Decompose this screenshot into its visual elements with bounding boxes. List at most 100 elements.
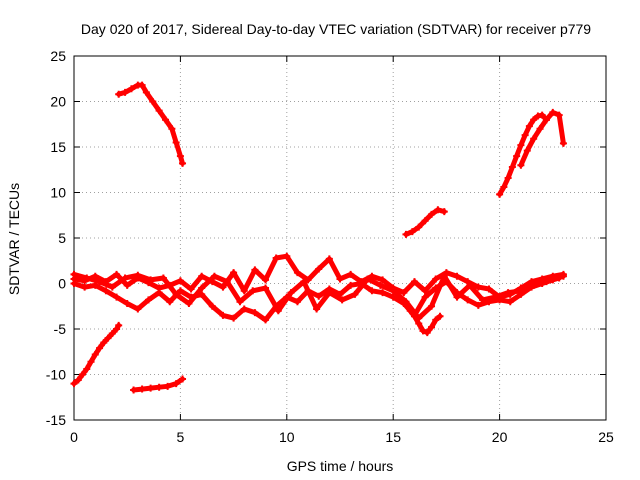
data-point xyxy=(379,276,387,284)
data-point xyxy=(155,107,163,115)
data-point xyxy=(474,301,482,309)
data-point xyxy=(115,90,123,98)
chart-title: Day 020 of 2017, Sidereal Day-to-day VTE… xyxy=(81,21,591,37)
data-point xyxy=(168,125,176,133)
data-point xyxy=(96,344,104,352)
data-point xyxy=(474,283,482,291)
data-point xyxy=(379,289,387,297)
data-point xyxy=(179,159,187,167)
data-point xyxy=(123,300,131,308)
data-point xyxy=(538,111,546,119)
grid-lines xyxy=(74,56,606,420)
y-tick-label: -10 xyxy=(46,367,66,383)
data-point xyxy=(491,293,499,301)
series-band-c xyxy=(70,270,563,322)
data-point xyxy=(325,255,333,263)
data-point xyxy=(313,305,321,313)
data-point xyxy=(300,278,308,286)
data-point xyxy=(559,272,567,280)
data-point xyxy=(506,298,514,306)
data-point xyxy=(113,325,121,333)
data-point xyxy=(262,284,270,292)
axis-ticks: 0 5 10 15 20 25 -15 -10 -5 0 5 10 15 20 25 xyxy=(46,48,614,445)
data-point xyxy=(555,111,563,119)
data-point xyxy=(530,281,538,289)
data-point xyxy=(428,210,436,218)
data-point xyxy=(79,371,87,378)
data-point xyxy=(440,208,448,216)
data-point xyxy=(432,316,440,324)
data-point xyxy=(274,307,282,315)
data-point xyxy=(453,293,461,301)
data-point xyxy=(517,287,525,295)
data-point xyxy=(113,293,121,301)
data-point xyxy=(251,266,259,274)
data-point xyxy=(521,131,529,139)
data-point xyxy=(251,309,259,317)
data-point xyxy=(421,287,429,295)
data-point xyxy=(147,384,155,392)
data-point xyxy=(179,375,187,383)
data-point xyxy=(415,314,423,322)
data-point xyxy=(121,274,129,282)
data-point xyxy=(134,271,142,279)
data-point xyxy=(162,116,170,124)
data-point xyxy=(400,289,408,297)
x-tick-label: 5 xyxy=(177,429,185,445)
data-point xyxy=(428,302,436,310)
x-tick-label: 0 xyxy=(70,429,78,445)
data-point xyxy=(102,287,110,295)
data-point xyxy=(240,305,248,313)
data-point xyxy=(172,290,180,298)
data-point xyxy=(542,278,550,286)
data-point xyxy=(504,174,512,182)
data-point xyxy=(419,327,427,335)
y-tick-label: -15 xyxy=(46,412,66,428)
series-arc-16h xyxy=(402,206,448,238)
data-point xyxy=(293,269,301,277)
y-tick-label: -5 xyxy=(54,321,67,337)
data-point xyxy=(479,296,487,304)
data-point xyxy=(336,275,344,283)
data-point xyxy=(155,289,163,297)
data-point xyxy=(389,287,397,295)
data-point xyxy=(287,289,295,297)
x-tick-label: 10 xyxy=(279,429,295,445)
data-point xyxy=(272,254,280,262)
data-point xyxy=(74,376,82,384)
data-point xyxy=(542,116,550,124)
data-point xyxy=(123,281,131,289)
data-point xyxy=(440,272,448,280)
data-point xyxy=(513,152,521,160)
series-trace xyxy=(116,82,185,166)
x-axis-label: GPS time / hours xyxy=(287,458,394,474)
data-point xyxy=(423,329,431,337)
y-tick-label: 5 xyxy=(58,230,66,246)
data-point xyxy=(549,108,557,116)
data-point xyxy=(496,190,504,198)
data-point xyxy=(70,270,78,278)
data-point xyxy=(121,88,129,96)
data-point xyxy=(108,330,116,338)
data-point xyxy=(81,283,89,291)
data-point xyxy=(91,350,99,358)
data-point xyxy=(559,139,567,147)
data-point xyxy=(166,298,174,306)
data-point xyxy=(142,88,150,96)
data-point xyxy=(525,122,533,130)
data-point xyxy=(415,223,423,231)
data-point xyxy=(176,277,184,285)
data-point xyxy=(434,206,442,214)
data-point xyxy=(236,298,244,306)
data-point xyxy=(530,135,538,143)
data-point xyxy=(223,278,231,286)
y-tick-label: 25 xyxy=(50,48,66,64)
y-tick-label: 20 xyxy=(50,94,66,110)
data-point xyxy=(364,275,372,283)
data-point xyxy=(530,116,538,124)
data-point xyxy=(108,283,116,291)
data-point xyxy=(325,289,333,297)
data-point xyxy=(130,386,138,394)
data-point xyxy=(70,380,78,388)
